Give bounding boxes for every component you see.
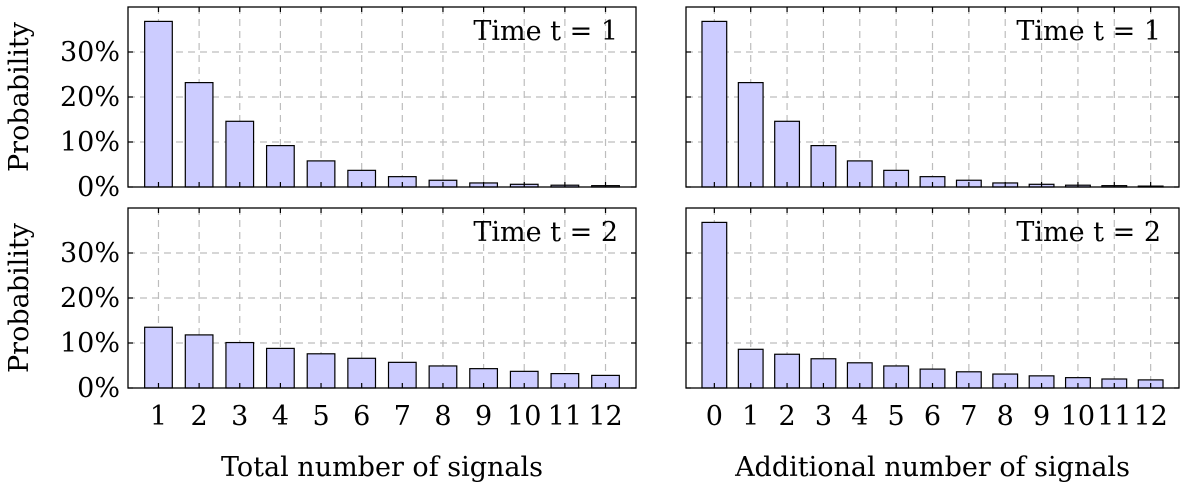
x-tick-label: 6 — [924, 401, 941, 432]
y-tick-label: 10% — [60, 127, 120, 158]
panel-time-label: Time t = 2 — [1016, 217, 1161, 248]
x-tick-label: 9 — [475, 401, 492, 432]
bar-3 — [810, 145, 837, 188]
y-tick-label: 10% — [60, 328, 120, 359]
x-tick-label: 12 — [1133, 401, 1167, 432]
bar-1 — [144, 20, 173, 188]
x-axis-label: Total number of signals — [221, 452, 543, 483]
bar-5 — [306, 353, 336, 389]
bar-1 — [737, 81, 764, 188]
bar-0 — [701, 20, 728, 188]
x-tick-label: 5 — [312, 401, 329, 432]
x-tick-label: 3 — [815, 401, 832, 432]
y-tick-label: 20% — [60, 283, 120, 314]
x-tick-label: 1 — [150, 401, 167, 432]
x-tick-label: 9 — [1033, 401, 1050, 432]
panel-time-label: Time t = 2 — [473, 217, 618, 248]
y-tick-label: 0% — [77, 172, 120, 203]
x-tick-label: 4 — [272, 401, 289, 432]
x-tick-label: 11 — [1097, 401, 1131, 432]
x-tick-label: 2 — [191, 401, 208, 432]
y-tick-label: 30% — [60, 37, 120, 68]
bar-1 — [144, 326, 173, 389]
x-tick-label: 5 — [888, 401, 905, 432]
bar-0 — [701, 221, 728, 389]
x-tick-label: 10 — [1061, 401, 1095, 432]
y-tick-label: 30% — [60, 238, 120, 269]
bar-2 — [774, 120, 801, 188]
x-tick-label: 11 — [548, 401, 582, 432]
x-tick-label: 6 — [353, 401, 370, 432]
x-tick-label: 8 — [434, 401, 451, 432]
panel-top-right: Time t = 1 — [685, 6, 1180, 188]
bar-1 — [737, 348, 764, 389]
y-axis-label: Probability — [4, 21, 35, 172]
panel-bottom-left: 0%10%20%30%1 2 3 4 5 6 7 8 9 10 11 12ProbabilityTot… — [4, 207, 637, 483]
x-tick-label: 1 — [742, 401, 759, 432]
bar-4 — [265, 145, 295, 188]
panel-top-left: 0% 10% 20% 30% Probability Time t = 1 — [4, 6, 637, 203]
x-tick-label: 12 — [588, 401, 622, 432]
bar-6 — [347, 357, 377, 389]
bar-2 — [774, 353, 801, 389]
x-tick-label: 7 — [960, 401, 977, 432]
y-axis-label: Probability — [4, 222, 35, 373]
bar-4 — [265, 347, 295, 389]
y-tick-label: 20% — [60, 82, 120, 113]
panel-time-label: Time t = 1 — [1016, 16, 1161, 47]
bar-2 — [184, 81, 214, 188]
x-tick-label: 10 — [507, 401, 541, 432]
x-tick-label: 2 — [778, 401, 795, 432]
x-tick-label: 8 — [997, 401, 1014, 432]
x-tick-label: 3 — [231, 401, 248, 432]
x-tick-label: 7 — [394, 401, 411, 432]
x-axis-label: Additional number of signals — [734, 452, 1130, 483]
x-tick-label: 4 — [851, 401, 868, 432]
panel-time-label: Time t = 1 — [473, 16, 618, 47]
bar-3 — [225, 120, 255, 188]
bar-3 — [225, 341, 255, 389]
bar-2 — [184, 334, 214, 389]
x-tick-label: 0 — [706, 401, 723, 432]
y-tick-label: 0% — [77, 373, 120, 404]
